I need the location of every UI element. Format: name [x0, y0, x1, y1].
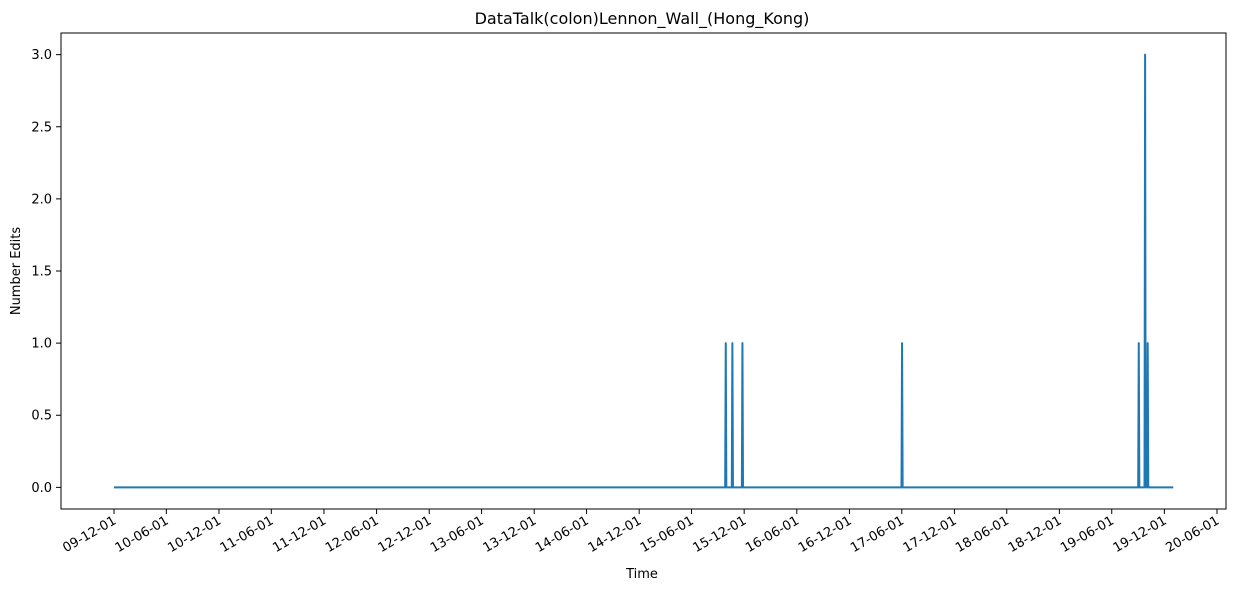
x-tick-label: 15-12-01	[691, 513, 750, 555]
x-tick-label: 15-06-01	[638, 513, 697, 555]
x-tick-label: 18-06-01	[953, 513, 1012, 555]
x-tick-label: 20-06-01	[1163, 513, 1222, 555]
x-tick-label: 12-06-01	[323, 513, 382, 555]
y-tick-label: 1.0	[31, 337, 52, 352]
x-tick-label: 10-12-01	[165, 513, 224, 555]
x-tick-label: 11-06-01	[218, 513, 277, 555]
y-tick-label: 2.5	[31, 120, 52, 135]
x-axis-label: Time	[625, 567, 658, 582]
series-layer	[114, 53, 1174, 489]
y-tick-label: 0.0	[31, 481, 52, 496]
x-tick-label: 19-12-01	[1111, 513, 1170, 555]
x-tick-label: 18-12-01	[1006, 513, 1065, 555]
x-tick-label: 13-06-01	[428, 513, 487, 555]
x-tick-label: 09-12-01	[60, 513, 119, 555]
x-tick-label: 16-06-01	[743, 513, 802, 555]
x-tick-label: 16-12-01	[796, 513, 855, 555]
y-tick-label: 3.0	[31, 48, 52, 63]
chart-title: DataTalk(colon)Lennon_Wall_(Hong_Kong)	[475, 9, 810, 29]
x-tick-label: 13-12-01	[481, 513, 540, 555]
x-tick-label: 11-12-01	[270, 513, 329, 555]
x-tick-label: 14-06-01	[533, 513, 592, 555]
x-tick-label: 12-12-01	[376, 513, 435, 555]
series-line	[114, 53, 1174, 489]
y-axis-label: Number Edits	[9, 227, 24, 316]
x-tick-label: 10-06-01	[113, 513, 172, 555]
plot-area-frame	[60, 32, 1227, 510]
y-tick-label: 2.0	[31, 192, 52, 207]
x-tick-label: 17-06-01	[848, 513, 907, 555]
x-tick-label: 19-06-01	[1058, 513, 1117, 555]
x-tick-label: 17-12-01	[901, 513, 960, 555]
x-axis: 09-12-0110-06-0110-12-0111-06-0111-12-01…	[60, 509, 1222, 556]
y-tick-label: 1.5	[31, 265, 52, 280]
y-tick-label: 0.5	[31, 409, 52, 424]
y-axis: 0.0 0.5 1.0 1.5 2.0 2.5 3.0	[31, 48, 61, 496]
x-tick-label: 14-12-01	[586, 513, 645, 555]
